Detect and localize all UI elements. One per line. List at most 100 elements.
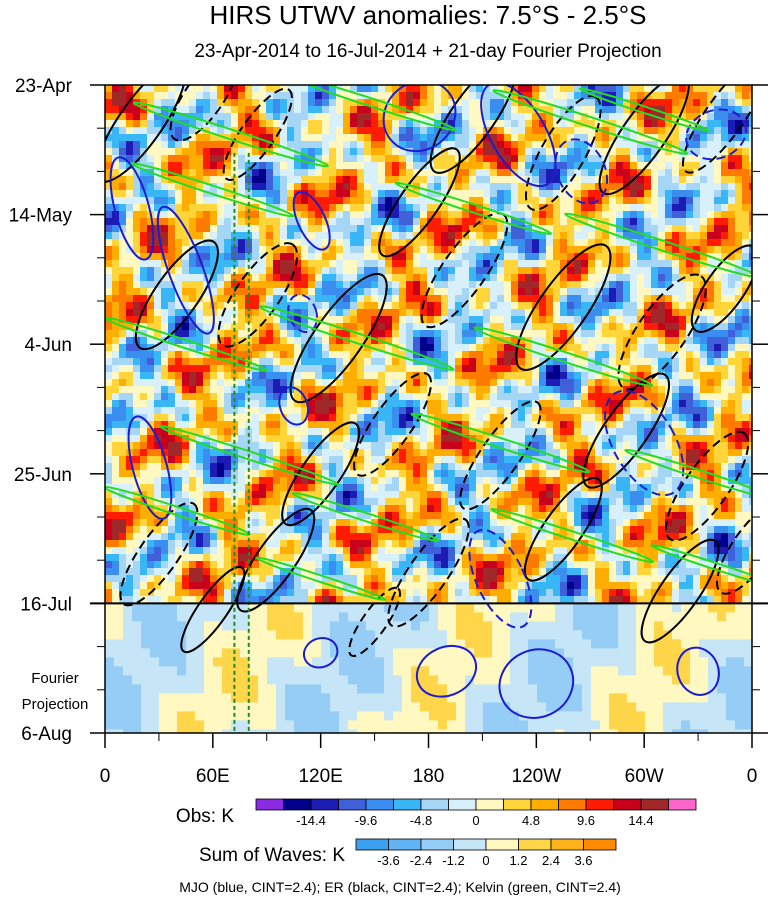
obs-field-cell <box>357 386 365 394</box>
obs-field-cell <box>357 218 365 226</box>
obs-field-cell <box>238 246 246 254</box>
obs-field-cell <box>224 141 232 149</box>
obs-field-cell <box>322 183 330 191</box>
obs-field-cell <box>252 386 260 394</box>
obs-field-cell <box>476 120 484 128</box>
obs-field-cell <box>749 85 752 93</box>
obs-field-cell <box>588 176 596 184</box>
obs-field-cell <box>721 344 729 352</box>
obs-field-cell <box>315 92 323 100</box>
obs-field-cell <box>343 456 351 464</box>
obs-field-cell <box>168 148 176 156</box>
obs-field-cell <box>315 323 323 331</box>
obs-field-cell <box>497 358 505 366</box>
obs-field-cell <box>728 435 736 443</box>
obs-field-cell <box>651 246 659 254</box>
obs-field-cell <box>714 442 722 450</box>
obs-field-cell <box>420 267 428 275</box>
obs-field-cell <box>700 302 708 310</box>
obs-field-cell <box>420 106 428 114</box>
obs-field-cell <box>693 344 701 352</box>
obs-field-cell <box>364 302 372 310</box>
obs-field-cell <box>175 400 183 408</box>
obs-field-cell <box>350 414 358 422</box>
obs-field-cell <box>434 344 442 352</box>
obs-field-cell <box>112 92 120 100</box>
obs-field-cell <box>315 407 323 415</box>
obs-field-cell <box>728 169 736 177</box>
obs-field-cell <box>434 337 442 345</box>
obs-field-cell <box>651 267 659 275</box>
obs-field-cell <box>742 169 750 177</box>
obs-field-cell <box>406 358 414 366</box>
obs-field-cell <box>196 323 204 331</box>
obs-field-cell <box>623 99 631 107</box>
obs-field-cell <box>511 211 519 219</box>
obs-field-cell <box>126 288 134 296</box>
obs-field-cell <box>105 435 113 443</box>
obs-field-cell <box>616 134 624 142</box>
obs-field-cell <box>364 120 372 128</box>
obs-field-cell <box>322 456 330 464</box>
obs-field-cell <box>532 141 540 149</box>
obs-field-cell <box>749 113 752 121</box>
obs-field-cell <box>707 288 715 296</box>
obs-field-cell <box>308 176 316 184</box>
anomaly-field <box>105 85 752 733</box>
obs-field-cell <box>525 386 533 394</box>
obs-field-cell <box>434 351 442 359</box>
obs-field-cell <box>686 204 694 212</box>
obs-field-cell <box>126 295 134 303</box>
obs-field-cell <box>343 85 351 93</box>
obs-field-cell <box>560 414 568 422</box>
obs-field-cell <box>581 169 589 177</box>
obs-field-cell <box>462 435 470 443</box>
obs-field-cell <box>189 155 197 163</box>
obs-field-cell <box>364 421 372 429</box>
obs-field-cell <box>567 295 575 303</box>
obs-field-cell <box>672 176 680 184</box>
obs-field-cell <box>357 351 365 359</box>
obs-field-cell <box>259 218 267 226</box>
obs-field-cell <box>637 127 645 135</box>
obs-field-cell <box>378 372 386 380</box>
obs-field-cell <box>728 120 736 128</box>
obs-field-cell <box>665 169 673 177</box>
obs-field-cell <box>133 456 141 464</box>
obs-field-cell <box>336 106 344 114</box>
obs-field-cell <box>693 239 701 247</box>
obs-field-cell <box>273 246 281 254</box>
obs-field-cell <box>385 183 393 191</box>
obs-field-cell <box>308 253 316 261</box>
obs-field-cell <box>679 281 687 289</box>
obs-field-cell <box>133 141 141 149</box>
obs-field-cell <box>147 414 155 422</box>
obs-field-cell <box>637 253 645 261</box>
obs-field-cell <box>252 113 260 121</box>
obs-field-cell <box>210 365 218 373</box>
obs-field-cell <box>497 393 505 401</box>
obs-field-cell <box>336 162 344 170</box>
obs-field-cell <box>630 358 638 366</box>
obs-field-cell <box>686 323 694 331</box>
obs-field-cell <box>602 232 610 240</box>
obs-field-cell <box>231 148 239 156</box>
obs-field-cell <box>413 386 421 394</box>
obs-field-cell <box>721 337 729 345</box>
obs-field-cell <box>329 372 337 380</box>
obs-field-cell <box>294 99 302 107</box>
obs-field-cell <box>504 372 512 380</box>
obs-field-cell <box>623 442 631 450</box>
obs-field-cell <box>511 113 519 121</box>
obs-field-cell <box>399 232 407 240</box>
obs-field-cell <box>518 190 526 198</box>
obs-field-cell <box>119 365 127 373</box>
obs-field-cell <box>119 330 127 338</box>
obs-field-cell <box>651 337 659 345</box>
obs-field-cell <box>350 246 358 254</box>
obs-field-cell <box>588 246 596 254</box>
obs-field-cell <box>147 85 155 93</box>
obs-field-cell <box>539 162 547 170</box>
obs-field-cell <box>301 337 309 345</box>
obs-field-cell <box>490 155 498 163</box>
